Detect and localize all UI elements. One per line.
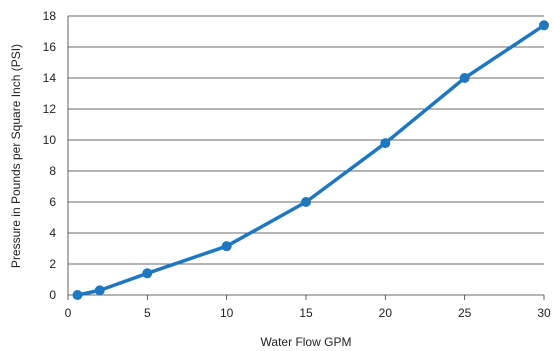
horizontal-gridlines <box>68 15 544 296</box>
y-tick-label: 14 <box>43 71 57 85</box>
y-axis-title: Pressure in Pounds per Square Inch (PSI) <box>9 44 23 268</box>
x-tick-label: 15 <box>299 306 313 320</box>
axes <box>67 16 545 300</box>
x-axis-title: Water Flow GPM <box>261 335 352 349</box>
x-tick-label: 5 <box>144 306 151 320</box>
data-point <box>221 241 232 252</box>
data-point <box>94 285 105 296</box>
x-tick-label: 20 <box>379 306 393 320</box>
data-point <box>459 73 470 83</box>
y-tick-label: 10 <box>43 133 57 147</box>
y-tick-labels: 0 2 4 6 8 10 12 14 16 18 <box>43 9 57 302</box>
x-tick-label: 25 <box>458 306 472 320</box>
y-tick-label: 4 <box>49 226 56 240</box>
x-tick-label: 0 <box>65 306 72 320</box>
data-series <box>72 20 549 300</box>
x-tick-labels: 0 5 10 15 20 25 30 <box>65 306 551 320</box>
series-line <box>75 23 546 297</box>
x-tick-label: 30 <box>537 306 551 320</box>
data-point <box>380 138 391 149</box>
y-tick-label: 2 <box>49 257 56 271</box>
y-tick-label: 6 <box>49 195 56 209</box>
y-tick-label: 16 <box>43 40 57 54</box>
data-point <box>539 20 549 31</box>
x-tick-label: 10 <box>220 306 234 320</box>
y-tick-label: 18 <box>43 9 57 23</box>
data-point <box>142 268 153 279</box>
y-tick-label: 8 <box>49 164 56 178</box>
y-tick-label: 12 <box>43 102 57 116</box>
data-point <box>301 197 311 207</box>
data-point <box>72 290 83 300</box>
y-tick-label: 0 <box>49 288 56 302</box>
